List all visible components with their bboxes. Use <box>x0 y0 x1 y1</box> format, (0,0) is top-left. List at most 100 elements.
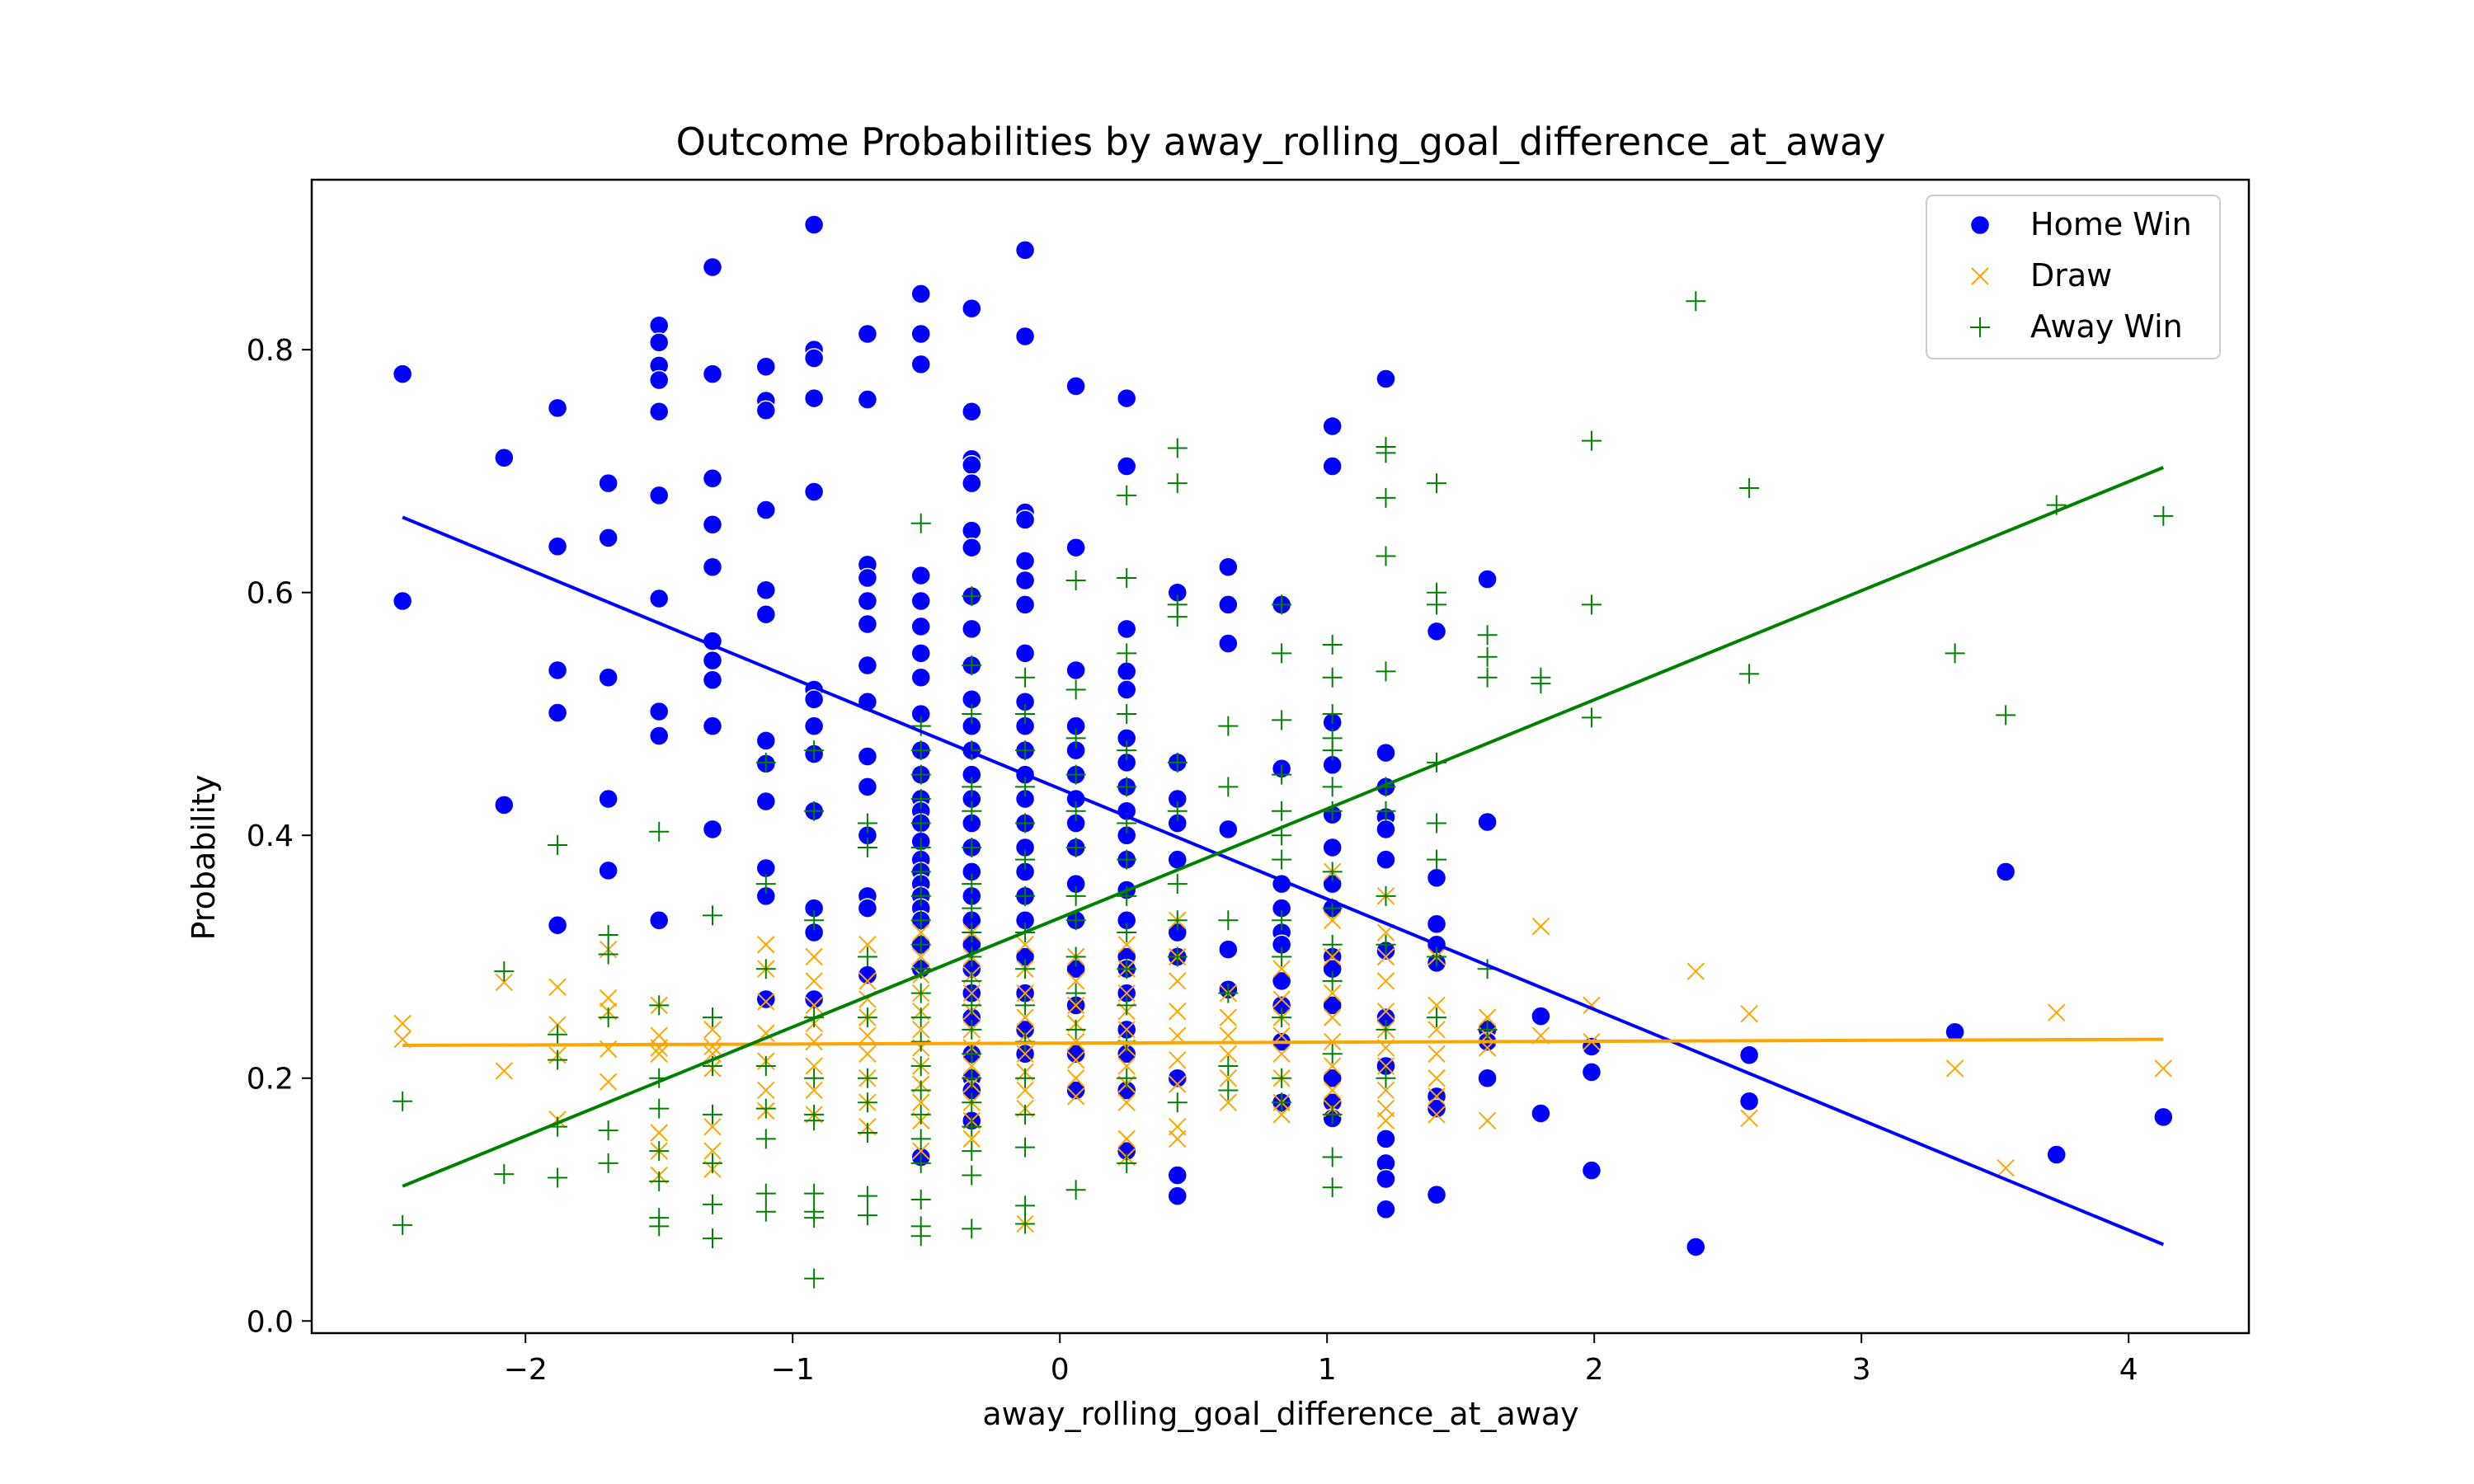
away-win-point <box>1272 594 1292 615</box>
draw-point <box>1169 1129 1187 1148</box>
home-win-point <box>648 332 670 353</box>
away-win-point <box>494 1164 515 1185</box>
away-win-point <box>1272 764 1292 785</box>
home-win-point <box>1014 510 1036 530</box>
away-win-point <box>1117 995 1137 1016</box>
draw-point <box>1427 1045 1446 1063</box>
away-win-point <box>804 1208 825 1228</box>
home-win-point <box>2153 1106 2174 1128</box>
draw-point <box>650 1124 668 1142</box>
home-win-point <box>1995 862 2016 882</box>
away-win-point <box>1376 885 1396 906</box>
away-win-point <box>1015 1104 1036 1125</box>
away-win-point <box>1477 646 1498 667</box>
away-win-point <box>1065 885 1086 906</box>
y-tick-label: 0.2 <box>247 1063 294 1097</box>
away-win-point <box>1167 752 1188 773</box>
home-win-point <box>702 819 723 840</box>
away-win-point <box>910 1056 931 1077</box>
home-win-point <box>648 910 670 931</box>
draw-point <box>1323 1081 1342 1100</box>
legend-label-away-win: Away Win <box>2030 308 2183 345</box>
home-win-point <box>494 795 515 815</box>
draw-point <box>757 1081 775 1100</box>
draw-point <box>1066 1050 1085 1069</box>
home-win-point <box>857 655 878 676</box>
draw-point <box>1323 1057 1342 1075</box>
draw-point <box>1740 1109 1758 1128</box>
away-win-point <box>1376 546 1396 566</box>
away-win-point <box>1322 777 1343 797</box>
away-win-point <box>1376 1068 1396 1088</box>
home-win-point <box>648 402 670 422</box>
away-win-point <box>755 1201 776 1222</box>
home-win-point <box>547 914 568 936</box>
x-tick-label: 4 <box>2119 1353 2138 1387</box>
away-win-point <box>548 1167 568 1188</box>
home-win-point <box>1065 376 1086 397</box>
draw-point <box>1323 947 1342 966</box>
draw-point <box>1272 1106 1291 1124</box>
away-win-point <box>804 801 825 821</box>
away-win-point <box>548 1050 568 1070</box>
home-win-point <box>857 898 878 918</box>
away-win-point <box>962 1219 982 1239</box>
away-win-point <box>1477 1019 1498 1040</box>
away-win-point <box>1065 570 1086 590</box>
home-win-point <box>1376 742 1396 763</box>
draw-point <box>1945 1059 1964 1078</box>
away-win-point <box>910 934 931 955</box>
draw-point <box>1117 1129 1136 1148</box>
y-tick-label: 0.8 <box>247 334 294 368</box>
home-win-point <box>547 702 568 723</box>
home-win-point <box>910 354 931 375</box>
away-win-point <box>1015 667 1036 688</box>
away-win-point <box>910 1080 931 1101</box>
home-win-point <box>1014 240 1036 261</box>
away-win-point <box>804 1111 825 1131</box>
away-win-point <box>910 837 931 857</box>
draw-point <box>757 936 775 954</box>
draw-point <box>962 1129 981 1148</box>
away-win-point <box>703 905 722 926</box>
away-win-point <box>1117 643 1137 664</box>
draw-point <box>757 993 775 1011</box>
away-win-point <box>1218 1056 1239 1077</box>
home-win-point <box>1014 570 1036 591</box>
draw-point <box>912 1093 930 1111</box>
away-win-point <box>1272 849 1292 870</box>
draw-point <box>1272 990 1291 1008</box>
home-win-point <box>1531 1006 1551 1026</box>
away-win-point <box>1167 473 1188 494</box>
draw-point <box>1016 984 1034 1003</box>
away-win-point <box>1739 478 1760 499</box>
away-win-point <box>1015 1137 1036 1158</box>
away-win-point <box>1427 849 1447 870</box>
draw-point <box>650 1039 668 1057</box>
away-win-point <box>910 813 931 834</box>
home-win-point <box>1426 621 1447 642</box>
away-win-point <box>910 1226 931 1247</box>
draw-point <box>1016 1081 1034 1100</box>
draw-point <box>1376 1003 1395 1021</box>
home-win-point <box>547 397 568 419</box>
away-win-point <box>1167 946 1188 967</box>
draw-point <box>1117 1057 1136 1075</box>
away-win-point <box>1272 710 1292 730</box>
home-win-point <box>755 500 777 520</box>
home-win-point <box>1376 819 1396 840</box>
home-win-point <box>598 667 618 688</box>
away-win-point <box>962 1141 982 1162</box>
away-win-point <box>962 655 982 676</box>
away-win-point <box>393 1091 413 1111</box>
draw-point <box>912 1142 930 1160</box>
away-win-point <box>1218 1080 1239 1101</box>
away-win-point <box>1322 934 1343 955</box>
home-win-point <box>1376 1168 1396 1190</box>
away-win-point <box>1272 946 1292 967</box>
home-win-point <box>1322 995 1343 1016</box>
away-win-point <box>649 995 670 1016</box>
away-win-point <box>548 1024 568 1045</box>
home-win-point <box>598 528 618 548</box>
